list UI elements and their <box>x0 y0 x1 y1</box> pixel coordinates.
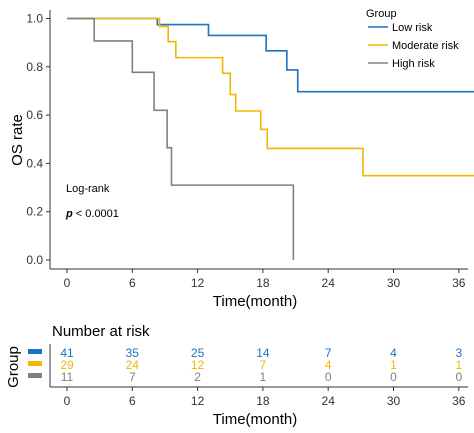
legend-label: High risk <box>392 58 435 70</box>
x-axis-title: Time(month) <box>213 293 297 310</box>
risk-x-tick-label: 6 <box>129 394 136 408</box>
logrank-label: Log-rank <box>66 183 110 195</box>
legend-entries: Low risk Moderate risk High risk <box>368 22 459 70</box>
survival-curves <box>67 17 474 260</box>
risk-x-tick-label: 30 <box>387 394 401 408</box>
risk-count: 0 <box>325 370 332 384</box>
risk-x-tick-label: 36 <box>452 394 466 408</box>
p-value-text: < 0.0001 <box>73 208 119 220</box>
risk-count: 0 <box>390 370 397 384</box>
risk-count: 4 <box>325 358 332 372</box>
y-tick-label: 1.0 <box>26 12 43 26</box>
risk-table-y-title: Group <box>5 346 22 388</box>
x-tick-label: 24 <box>322 276 336 290</box>
risk-count: 7 <box>325 346 332 360</box>
risk-count: 14 <box>256 346 270 360</box>
y-tick-label: 0.8 <box>26 60 43 74</box>
risk-count: 1 <box>390 358 397 372</box>
legend: Group Low risk Moderate risk High risk <box>366 8 459 70</box>
x-tick-label: 36 <box>452 276 466 290</box>
legend-label: Low risk <box>392 22 433 34</box>
y-tick-label: 0.0 <box>26 253 43 267</box>
risk-x-tick-label: 0 <box>64 394 71 408</box>
x-tick-label: 6 <box>129 276 136 290</box>
y-tick-label: 0.4 <box>26 156 43 170</box>
risk-table-x-ticks: 0 6 12 18 24 30 36 <box>64 387 466 408</box>
risk-count: 35 <box>126 346 140 360</box>
p-value-annotation: p < 0.0001 <box>65 208 119 220</box>
risk-x-tick-label: 24 <box>322 394 336 408</box>
p-symbol: p <box>65 208 73 220</box>
y-axis-ticks: 0.0 0.2 0.4 0.6 0.8 1.0 <box>26 12 50 267</box>
risk-row-swatch <box>28 349 42 354</box>
y-axis-title: OS rate <box>9 114 26 166</box>
risk-count: 25 <box>191 346 205 360</box>
risk-row-swatch <box>28 361 42 366</box>
risk-count: 24 <box>126 358 140 372</box>
x-tick-label: 30 <box>387 276 401 290</box>
x-tick-label: 0 <box>64 276 71 290</box>
risk-row-swatch <box>28 373 42 378</box>
risk-table-x-title: Time(month) <box>213 411 297 428</box>
x-tick-label: 12 <box>191 276 205 290</box>
curve-high-risk <box>67 17 295 260</box>
risk-count: 29 <box>60 358 74 372</box>
y-tick-label: 0.6 <box>26 108 43 122</box>
legend-title: Group <box>366 8 397 20</box>
risk-count: 0 <box>455 370 462 384</box>
risk-count: 7 <box>260 358 267 372</box>
risk-count: 7 <box>129 370 136 384</box>
x-tick-label: 18 <box>256 276 270 290</box>
risk-count: 3 <box>455 346 462 360</box>
legend-label: Moderate risk <box>392 40 459 52</box>
risk-count: 41 <box>60 346 74 360</box>
y-tick-label: 0.2 <box>26 205 43 219</box>
risk-count: 1 <box>455 358 462 372</box>
risk-count: 12 <box>191 358 205 372</box>
risk-x-tick-label: 12 <box>191 394 205 408</box>
risk-count: 1 <box>260 370 267 384</box>
curve-low-risk <box>67 17 474 93</box>
risk-table: Number at risk Group 41 35 25 14 7 4 329 24 12 7 4… <box>5 323 468 428</box>
survival-plot: 0.00.20.40.60.81.0 0 6 12 18 24 30 36 OS rate … <box>9 8 474 310</box>
x-axis-ticks: 0 6 12 18 24 30 36 <box>64 269 466 290</box>
risk-table-rows: 41 35 25 14 7 4 329 24 12 7 4 1 111 7 2 1 0 0 0 <box>28 346 462 384</box>
risk-count: 2 <box>194 370 201 384</box>
curve-moderate-risk <box>67 17 474 177</box>
risk-count: 11 <box>61 370 74 384</box>
risk-table-title: Number at risk <box>52 323 150 340</box>
risk-count: 4 <box>390 346 397 360</box>
risk-x-tick-label: 18 <box>256 394 270 408</box>
